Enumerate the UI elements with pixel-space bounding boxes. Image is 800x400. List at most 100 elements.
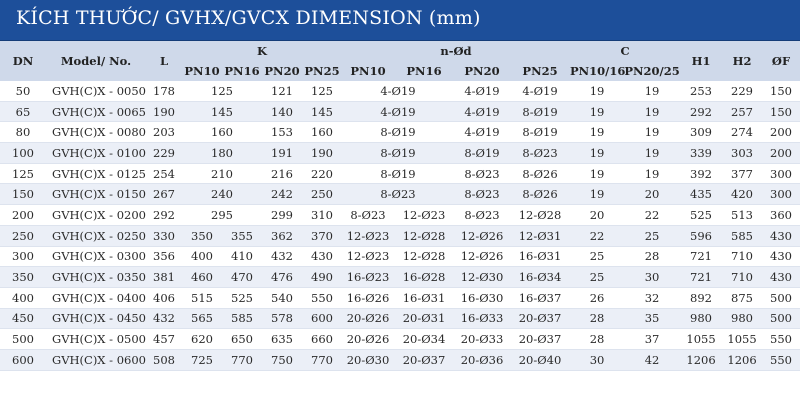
cell-k-pn20: 140: [262, 101, 302, 123]
cell-of: 300: [762, 163, 800, 185]
cell-n-pn20: 12-Ø26: [454, 246, 510, 268]
cell-k-pn20: 299: [262, 204, 302, 226]
table-row: 500 GVH(C)X - 0500 457 620 650 635 660 20-Ø26 20…: [0, 328, 800, 350]
cell-c-pn10-16: 25: [570, 246, 625, 268]
cell-n-pn10-16: 8-Ø19: [342, 142, 454, 164]
cell-l: 432: [146, 308, 182, 330]
cell-n-pn20: 20-Ø33: [454, 328, 510, 350]
cell-n-pn25: 20-Ø37: [510, 308, 571, 330]
cell-n-pn10-16: 8-Ø23: [342, 183, 454, 206]
cell-k-pn10-16: 145: [182, 101, 262, 123]
title-bar: KÍCH THƯỚC/ GVHX/GVCX DIMENSION (mm): [0, 0, 800, 42]
cell-k-pn10-16: 160: [182, 121, 262, 144]
cell-n-pn25: 8-Ø19: [510, 101, 571, 123]
cell-k-pn16: 525: [222, 287, 262, 309]
cell-dn: 600: [0, 349, 46, 371]
cell-k-pn16: 410: [222, 246, 262, 268]
table-row: 65 GVH(C)X - 0065 190 145 140 145 4-Ø19 4-Ø19 8-…: [0, 101, 800, 123]
cell-n-pn25: 8-Ø19: [510, 121, 571, 144]
header-k: K: [182, 41, 342, 61]
cell-k-pn25: 250: [302, 183, 342, 206]
table-row: 400 GVH(C)X - 0400 406 515 525 540 550 16-Ø26 16…: [0, 287, 800, 309]
header-l: L: [146, 41, 182, 81]
cell-dn: 80: [0, 121, 46, 144]
cell-dn: 450: [0, 308, 46, 330]
cell-c-pn10-16: 19: [570, 81, 625, 102]
cell-n-pn10: 16-Ø26: [342, 287, 394, 309]
cell-dn: 150: [0, 183, 46, 206]
cell-model: GVH(C)X - 0400: [46, 287, 146, 309]
cell-c-pn10-16: 20: [570, 204, 625, 226]
cell-n-pn25: 16-Ø34: [510, 266, 571, 288]
cell-n-pn10: 20-Ø30: [342, 349, 394, 371]
cell-k-pn10-16: 210: [182, 163, 262, 185]
cell-k-pn25: 770: [302, 349, 342, 371]
cell-h2: 377: [722, 163, 763, 185]
cell-of: 150: [762, 81, 800, 102]
cell-h1: 525: [680, 204, 723, 226]
header-h1: H1: [680, 41, 723, 81]
cell-model: GVH(C)X - 0050: [46, 81, 146, 102]
cell-dn: 400: [0, 287, 46, 309]
cell-h1: 721: [680, 266, 723, 288]
cell-k-pn10: 565: [182, 308, 222, 330]
cell-h1: 292: [680, 101, 723, 123]
cell-k-pn20: 750: [262, 349, 302, 371]
cell-n-pn25: 16-Ø37: [510, 287, 571, 309]
cell-n-pn10: 8-Ø23: [342, 204, 394, 226]
cell-c-pn10-16: 19: [570, 101, 625, 123]
cell-n-pn16: 12-Ø23: [394, 204, 454, 226]
cell-n-pn16: 20-Ø31: [394, 308, 454, 330]
cell-n-pn16: 16-Ø31: [394, 287, 454, 309]
cell-dn: 125: [0, 163, 46, 185]
cell-h2: 303: [722, 142, 763, 164]
cell-h1: 309: [680, 121, 723, 144]
cell-of: 550: [762, 349, 800, 371]
cell-k-pn10-16: 125: [182, 81, 262, 102]
cell-k-pn25: 125: [302, 81, 342, 102]
cell-n-pn16: 20-Ø34: [394, 328, 454, 350]
cell-k-pn16: 770: [222, 349, 262, 371]
cell-dn: 200: [0, 204, 46, 226]
cell-dn: 350: [0, 266, 46, 288]
cell-l: 292: [146, 204, 182, 226]
cell-of: 500: [762, 287, 800, 309]
table-row: 100 GVH(C)X - 0100 229 180 191 190 8-Ø19 8-Ø19 8…: [0, 142, 800, 164]
cell-n-pn10-16: 4-Ø19: [342, 81, 454, 102]
header-dn: DN: [0, 41, 46, 81]
cell-k-pn25: 220: [302, 163, 342, 185]
cell-n-pn20: 12-Ø26: [454, 225, 510, 247]
cell-h2: 1206: [722, 349, 763, 371]
cell-model: GVH(C)X - 0600: [46, 349, 146, 371]
cell-c-pn10-16: 22: [570, 225, 625, 247]
header-row-sub: PN10 PN16 PN20 PN25 PN10 PN16 PN20 PN25 …: [0, 61, 800, 81]
cell-model: GVH(C)X - 0100: [46, 142, 146, 164]
cell-model: GVH(C)X - 0500: [46, 328, 146, 350]
cell-dn: 250: [0, 225, 46, 247]
cell-l: 254: [146, 163, 182, 185]
cell-c-pn20-25: 42: [624, 349, 681, 371]
cell-h1: 253: [680, 81, 723, 102]
cell-n-pn20: 8-Ø19: [454, 142, 510, 164]
cell-n-pn16: 12-Ø28: [394, 246, 454, 268]
cell-k-pn25: 430: [302, 246, 342, 268]
header-n-pn10: PN10: [342, 61, 394, 81]
cell-n-pn25: 12-Ø31: [510, 225, 571, 247]
cell-of: 200: [762, 121, 800, 144]
cell-k-pn16: 470: [222, 266, 262, 288]
cell-k-pn25: 310: [302, 204, 342, 226]
cell-n-pn10: 20-Ø26: [342, 328, 394, 350]
table-body: 50 GVH(C)X - 0050 178 125 121 125 4-Ø19 4-Ø19 4-…: [0, 81, 800, 371]
cell-n-pn25: 8-Ø23: [510, 142, 571, 164]
cell-c-pn20-25: 35: [624, 308, 681, 330]
cell-c-pn20-25: 19: [624, 81, 681, 102]
cell-of: 360: [762, 204, 800, 226]
cell-model: GVH(C)X - 0080: [46, 121, 146, 144]
cell-model: GVH(C)X - 0250: [46, 225, 146, 247]
table-row: 50 GVH(C)X - 0050 178 125 121 125 4-Ø19 4-Ø19 4-…: [0, 81, 800, 102]
cell-k-pn20: 578: [262, 308, 302, 330]
cell-k-pn20: 540: [262, 287, 302, 309]
cell-l: 267: [146, 183, 182, 206]
cell-h1: 596: [680, 225, 723, 247]
cell-c-pn20-25: 22: [624, 204, 681, 226]
